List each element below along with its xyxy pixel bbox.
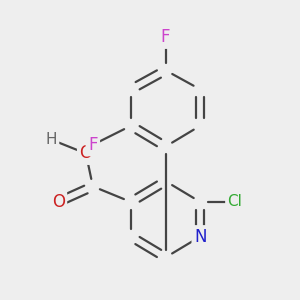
Text: Cl: Cl xyxy=(227,194,242,209)
Text: H: H xyxy=(46,132,57,147)
Text: F: F xyxy=(88,136,98,154)
Text: O: O xyxy=(52,193,65,211)
Text: O: O xyxy=(80,145,92,163)
Text: N: N xyxy=(194,228,206,246)
Text: F: F xyxy=(161,28,170,46)
